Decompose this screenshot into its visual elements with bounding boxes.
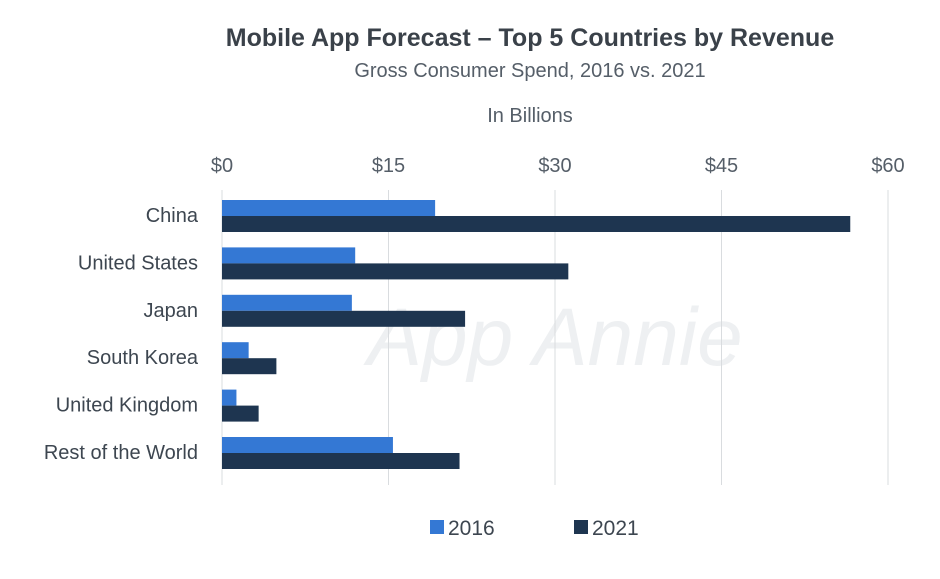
- x-tick-label: $0: [211, 155, 233, 177]
- x-tick-labels: $0 $15 $30 $45 $60: [211, 155, 905, 177]
- bar-2016: [222, 389, 237, 406]
- category-label: Rest of the World: [44, 442, 198, 464]
- category-label: Japan: [144, 300, 199, 322]
- bar-2016: [222, 342, 249, 359]
- chart-subtitle: Gross Consumer Spend, 2016 vs. 2021: [354, 60, 705, 82]
- bar-2016: [222, 437, 393, 453]
- bars: [222, 200, 851, 469]
- category-labels: China United States Japan South Korea United…: [44, 205, 199, 464]
- x-tick-label: $60: [871, 155, 904, 177]
- watermark: App Annie: [362, 292, 742, 383]
- category-label: United Kingdom: [56, 395, 198, 417]
- x-tick-label: $15: [372, 155, 405, 177]
- bar-2016: [222, 294, 352, 311]
- legend-swatch-2021: [574, 520, 588, 534]
- legend: 2016 2021: [430, 517, 639, 540]
- legend-label: 2021: [592, 517, 639, 540]
- bar-2021: [222, 405, 259, 422]
- category-label: China: [146, 205, 199, 227]
- bar-2021: [222, 453, 460, 469]
- unit-label: In Billions: [487, 105, 573, 127]
- bar-2021: [222, 358, 277, 375]
- category-label: South Korea: [87, 347, 199, 369]
- bar-2021: [222, 263, 569, 280]
- bar-2016: [222, 247, 356, 264]
- category-label: United States: [78, 252, 198, 274]
- x-tick-label: $30: [538, 155, 571, 177]
- legend-swatch-2016: [430, 520, 444, 534]
- chart-title: Mobile App Forecast – Top 5 Countries by…: [226, 24, 835, 52]
- bar-2021: [222, 310, 466, 327]
- bar-2016: [222, 200, 436, 216]
- legend-label: 2016: [448, 517, 495, 540]
- x-tick-label: $45: [705, 155, 738, 177]
- gridlines: [221, 190, 889, 485]
- bar-2021: [222, 216, 851, 232]
